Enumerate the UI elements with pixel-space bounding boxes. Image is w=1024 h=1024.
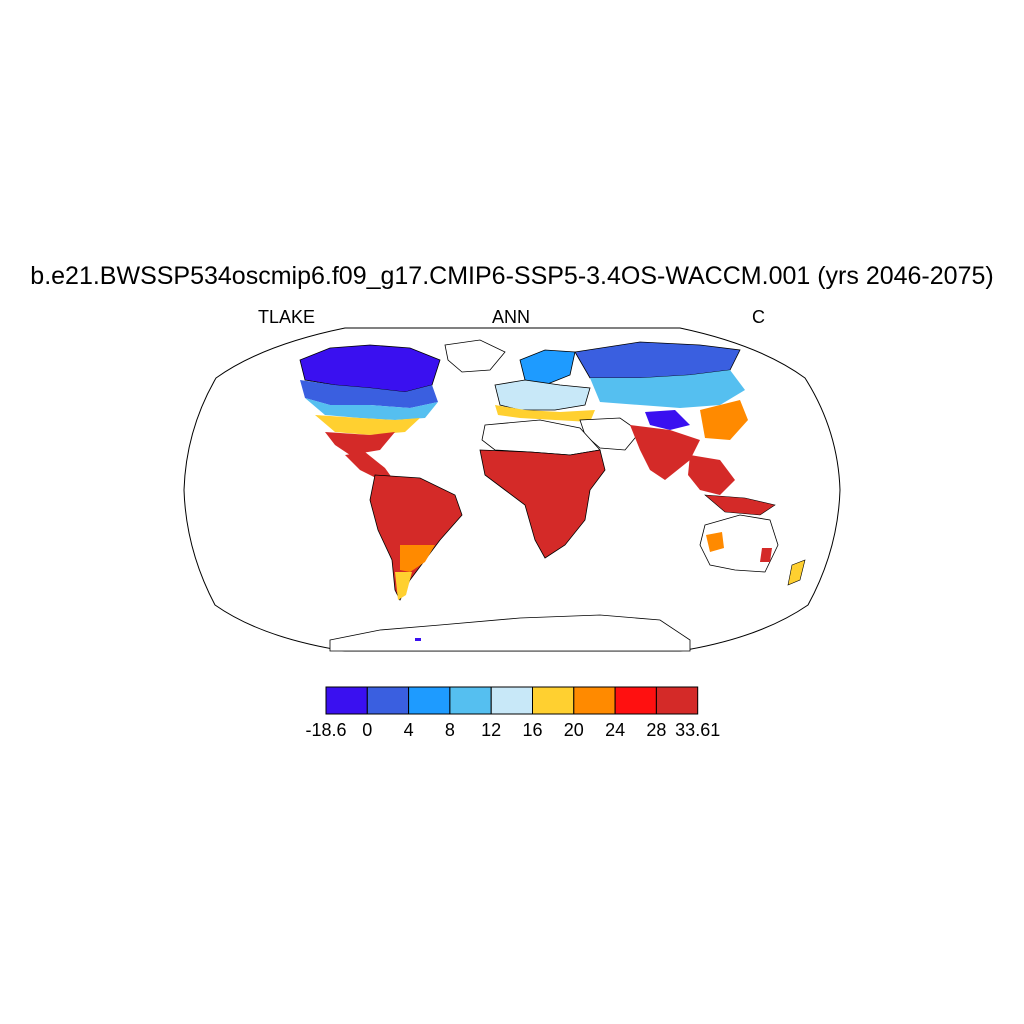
colorbar-tick-label: 12 — [481, 720, 501, 740]
colorbar-swatch — [573, 686, 616, 715]
colorbar-tick-label: 24 — [605, 720, 625, 740]
land-fields — [299, 339, 806, 652]
region-mediterranean — [495, 405, 595, 422]
variable-label: TLAKE — [258, 307, 316, 327]
region-indonesia — [704, 494, 776, 516]
colorbar-swatch — [325, 686, 368, 715]
region-australia — [699, 514, 779, 573]
region-south-us — [325, 432, 395, 455]
region-antarctica — [329, 614, 691, 652]
colorbar-swatch — [366, 686, 410, 715]
colorbar-swatch — [614, 686, 657, 715]
region-southeast-asia — [688, 455, 735, 495]
region-us — [315, 415, 420, 435]
units-label: C — [752, 307, 765, 327]
colorbar-tick-label: 20 — [564, 720, 584, 740]
region-north-us — [305, 398, 438, 420]
region-patagonia — [395, 572, 412, 600]
season-label: ANN — [492, 307, 531, 327]
colorbar-swatch — [449, 686, 492, 715]
region-new-zealand — [787, 559, 806, 586]
region-west-australia — [706, 532, 724, 552]
colorbar-tick-label: 8 — [445, 720, 455, 740]
colorbar-tick-label: -18.6 — [305, 720, 346, 740]
colorbar-swatch — [490, 686, 534, 715]
region-east-australia — [760, 548, 772, 562]
region-tibet — [645, 410, 690, 430]
region-india — [630, 425, 700, 480]
colorbar-swatch — [655, 686, 699, 715]
region-central-america — [345, 452, 395, 482]
colorbar-tick-label: 28 — [646, 720, 666, 740]
region-europe — [494, 379, 591, 411]
region-antarctica-lake — [415, 638, 421, 641]
colorbar-tick-label: 4 — [404, 720, 414, 740]
colorbar-swatch — [532, 686, 575, 715]
region-greenland — [444, 339, 506, 373]
region-africa — [479, 449, 606, 559]
region-east-asia — [700, 400, 748, 440]
colorbar-tick-label: 16 — [522, 720, 542, 740]
region-south-america — [369, 474, 463, 601]
region-south-america-south — [400, 545, 435, 572]
region-central-asia — [590, 370, 745, 408]
colorbar-tick-label: 0 — [362, 720, 372, 740]
region-canada — [300, 380, 438, 408]
colorbar-swatch — [408, 686, 451, 715]
colorbar-tick-label: 33.61 — [675, 720, 720, 740]
plot-title: b.e21.BWSSP534oscmip6.f09_g17.CMIP6-SSP5… — [30, 262, 994, 290]
